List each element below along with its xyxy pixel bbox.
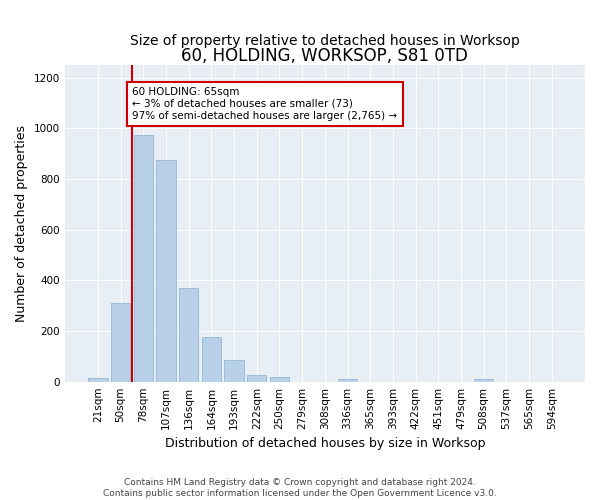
Bar (247, 376, 266, 382)
Bar (111, 303, 130, 382)
Text: Contains HM Land Registry data © Crown copyright and database right 2024.
Contai: Contains HM Land Registry data © Crown c… (103, 478, 497, 498)
Bar (224, 360, 244, 382)
Title: 60, HOLDING, WORKSOP, S81 0TD: 60, HOLDING, WORKSOP, S81 0TD (181, 47, 468, 65)
Y-axis label: Number of detached properties: Number of detached properties (15, 125, 28, 322)
Bar (202, 338, 221, 382)
Bar (134, 135, 153, 382)
Text: 60 HOLDING: 65sqm
← 3% of detached houses are smaller (73)
97% of semi-detached : 60 HOLDING: 65sqm ← 3% of detached house… (133, 88, 397, 120)
Bar (474, 378, 493, 382)
Bar (88, 378, 107, 382)
Bar (338, 379, 357, 382)
Bar (270, 376, 289, 382)
Bar (179, 288, 199, 382)
Bar (157, 160, 176, 382)
X-axis label: Distribution of detached houses by size in Worksop: Distribution of detached houses by size … (164, 437, 485, 450)
Text: Size of property relative to detached houses in Worksop: Size of property relative to detached ho… (130, 34, 520, 48)
